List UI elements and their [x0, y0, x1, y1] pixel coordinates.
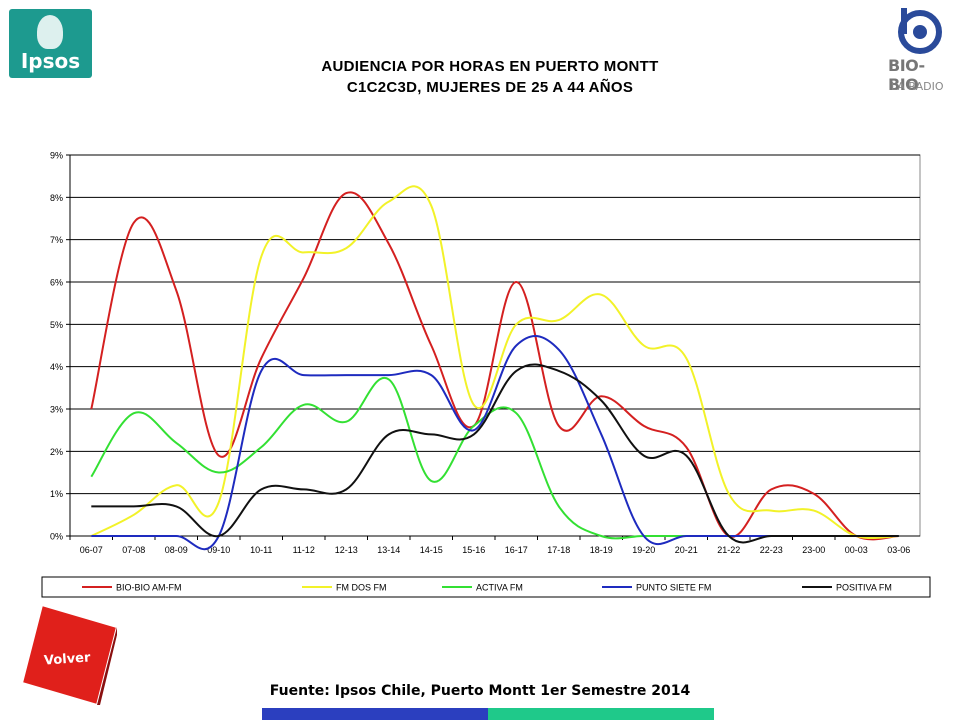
chart-grid: [69, 154, 921, 537]
x-tick-label: 06-07: [80, 545, 103, 555]
x-tick-label: 10-11: [250, 545, 272, 555]
y-tick-label: 1%: [50, 489, 63, 499]
volver-label: Volver: [43, 650, 91, 669]
x-tick-label: 08-09: [165, 545, 188, 555]
y-tick-label: 3%: [50, 405, 63, 415]
y-axis-ticks: 0% 1% 2% 3% 4% 5% 6% 7% 8% 9%: [50, 151, 70, 542]
legend-label: PUNTO SIETE FM: [636, 583, 711, 593]
y-tick-label: 8%: [50, 193, 63, 203]
x-tick-label: 22-23: [760, 545, 783, 555]
legend-label: ACTIVA FM: [476, 583, 523, 593]
biobio-emblem-icon: [898, 8, 942, 54]
footer-bar-blue: [262, 708, 488, 720]
title-line-1: AUDIENCIA POR HORAS EN PUERTO MONTT: [321, 58, 659, 75]
x-tick-label: 20-21: [675, 545, 698, 555]
volver-button[interactable]: Volver: [20, 603, 119, 707]
y-tick-label: 7%: [50, 235, 63, 245]
x-axis-ticks: 06-07 07-08 08-09 09-10 10-11 11-12 12-13 13-14…: [69, 536, 910, 555]
legend-label: BIO-BIO AM-FM: [116, 583, 182, 593]
ipsos-logo: Ipsos: [9, 9, 92, 78]
biobio-logo-subtext: LA RADIO: [891, 80, 944, 93]
source-note: Fuente: Ipsos Chile, Puerto Montt 1er Se…: [269, 683, 691, 699]
ipsos-logo-text: Ipsos: [20, 49, 81, 73]
x-tick-label: 07-08: [122, 545, 145, 555]
y-tick-label: 5%: [50, 320, 63, 330]
x-tick-label: 12-13: [335, 545, 358, 555]
x-tick-label: 19-20: [632, 545, 655, 555]
audience-line-chart: 0% 1% 2% 3% 4% 5% 6% 7% 8% 9% 06-07 07-08 08-09 09-1…: [41, 151, 931, 598]
title-line-2: C1C2C3D, MUJERES DE 25 A 44 AÑOS: [346, 79, 634, 96]
legend-box: [41, 576, 931, 598]
legend-label: FM DOS FM: [336, 583, 387, 593]
y-tick-label: 0%: [50, 532, 63, 542]
x-tick-label: 21-22: [717, 545, 740, 555]
volver-shape-icon: [20, 603, 119, 707]
y-tick-label: 2%: [50, 447, 63, 457]
ipsos-head-icon: [37, 15, 63, 49]
x-tick-label: 03-06: [887, 545, 910, 555]
x-tick-label: 23-00: [802, 545, 825, 555]
y-tick-label: 6%: [50, 278, 63, 288]
x-tick-label: 15-16: [462, 545, 485, 555]
series-line-3: [91, 335, 899, 551]
x-tick-label: 09-10: [207, 545, 230, 555]
legend-label: POSITIVA FM: [836, 583, 892, 593]
chart-legend: BIO-BIO AM-FM FM DOS FM ACTIVA FM PUNTO SIE…: [41, 576, 931, 598]
biobio-logo-text: BIO-BIO: [888, 56, 925, 94]
x-tick-label: 16-17: [505, 545, 528, 555]
y-tick-label: 4%: [50, 362, 63, 372]
x-tick-label: 13-14: [377, 545, 400, 555]
x-tick-label: 14-15: [420, 545, 443, 555]
page-title: AUDIENCIA POR HORAS EN PUERTO MONTT C1C2…: [200, 56, 780, 98]
x-tick-label: 11-12: [293, 545, 315, 555]
x-tick-label: 00-03: [845, 545, 868, 555]
x-tick-label: 17-18: [547, 545, 570, 555]
biobio-logo: BIO-BIO LA RADIO: [884, 6, 954, 98]
series-line-1: [90, 185, 899, 540]
footer-bar-green: [488, 708, 714, 720]
chart-series: [90, 185, 899, 551]
series-line-4: [91, 363, 899, 544]
y-tick-label: 9%: [50, 151, 63, 161]
x-tick-label: 18-19: [590, 545, 613, 555]
